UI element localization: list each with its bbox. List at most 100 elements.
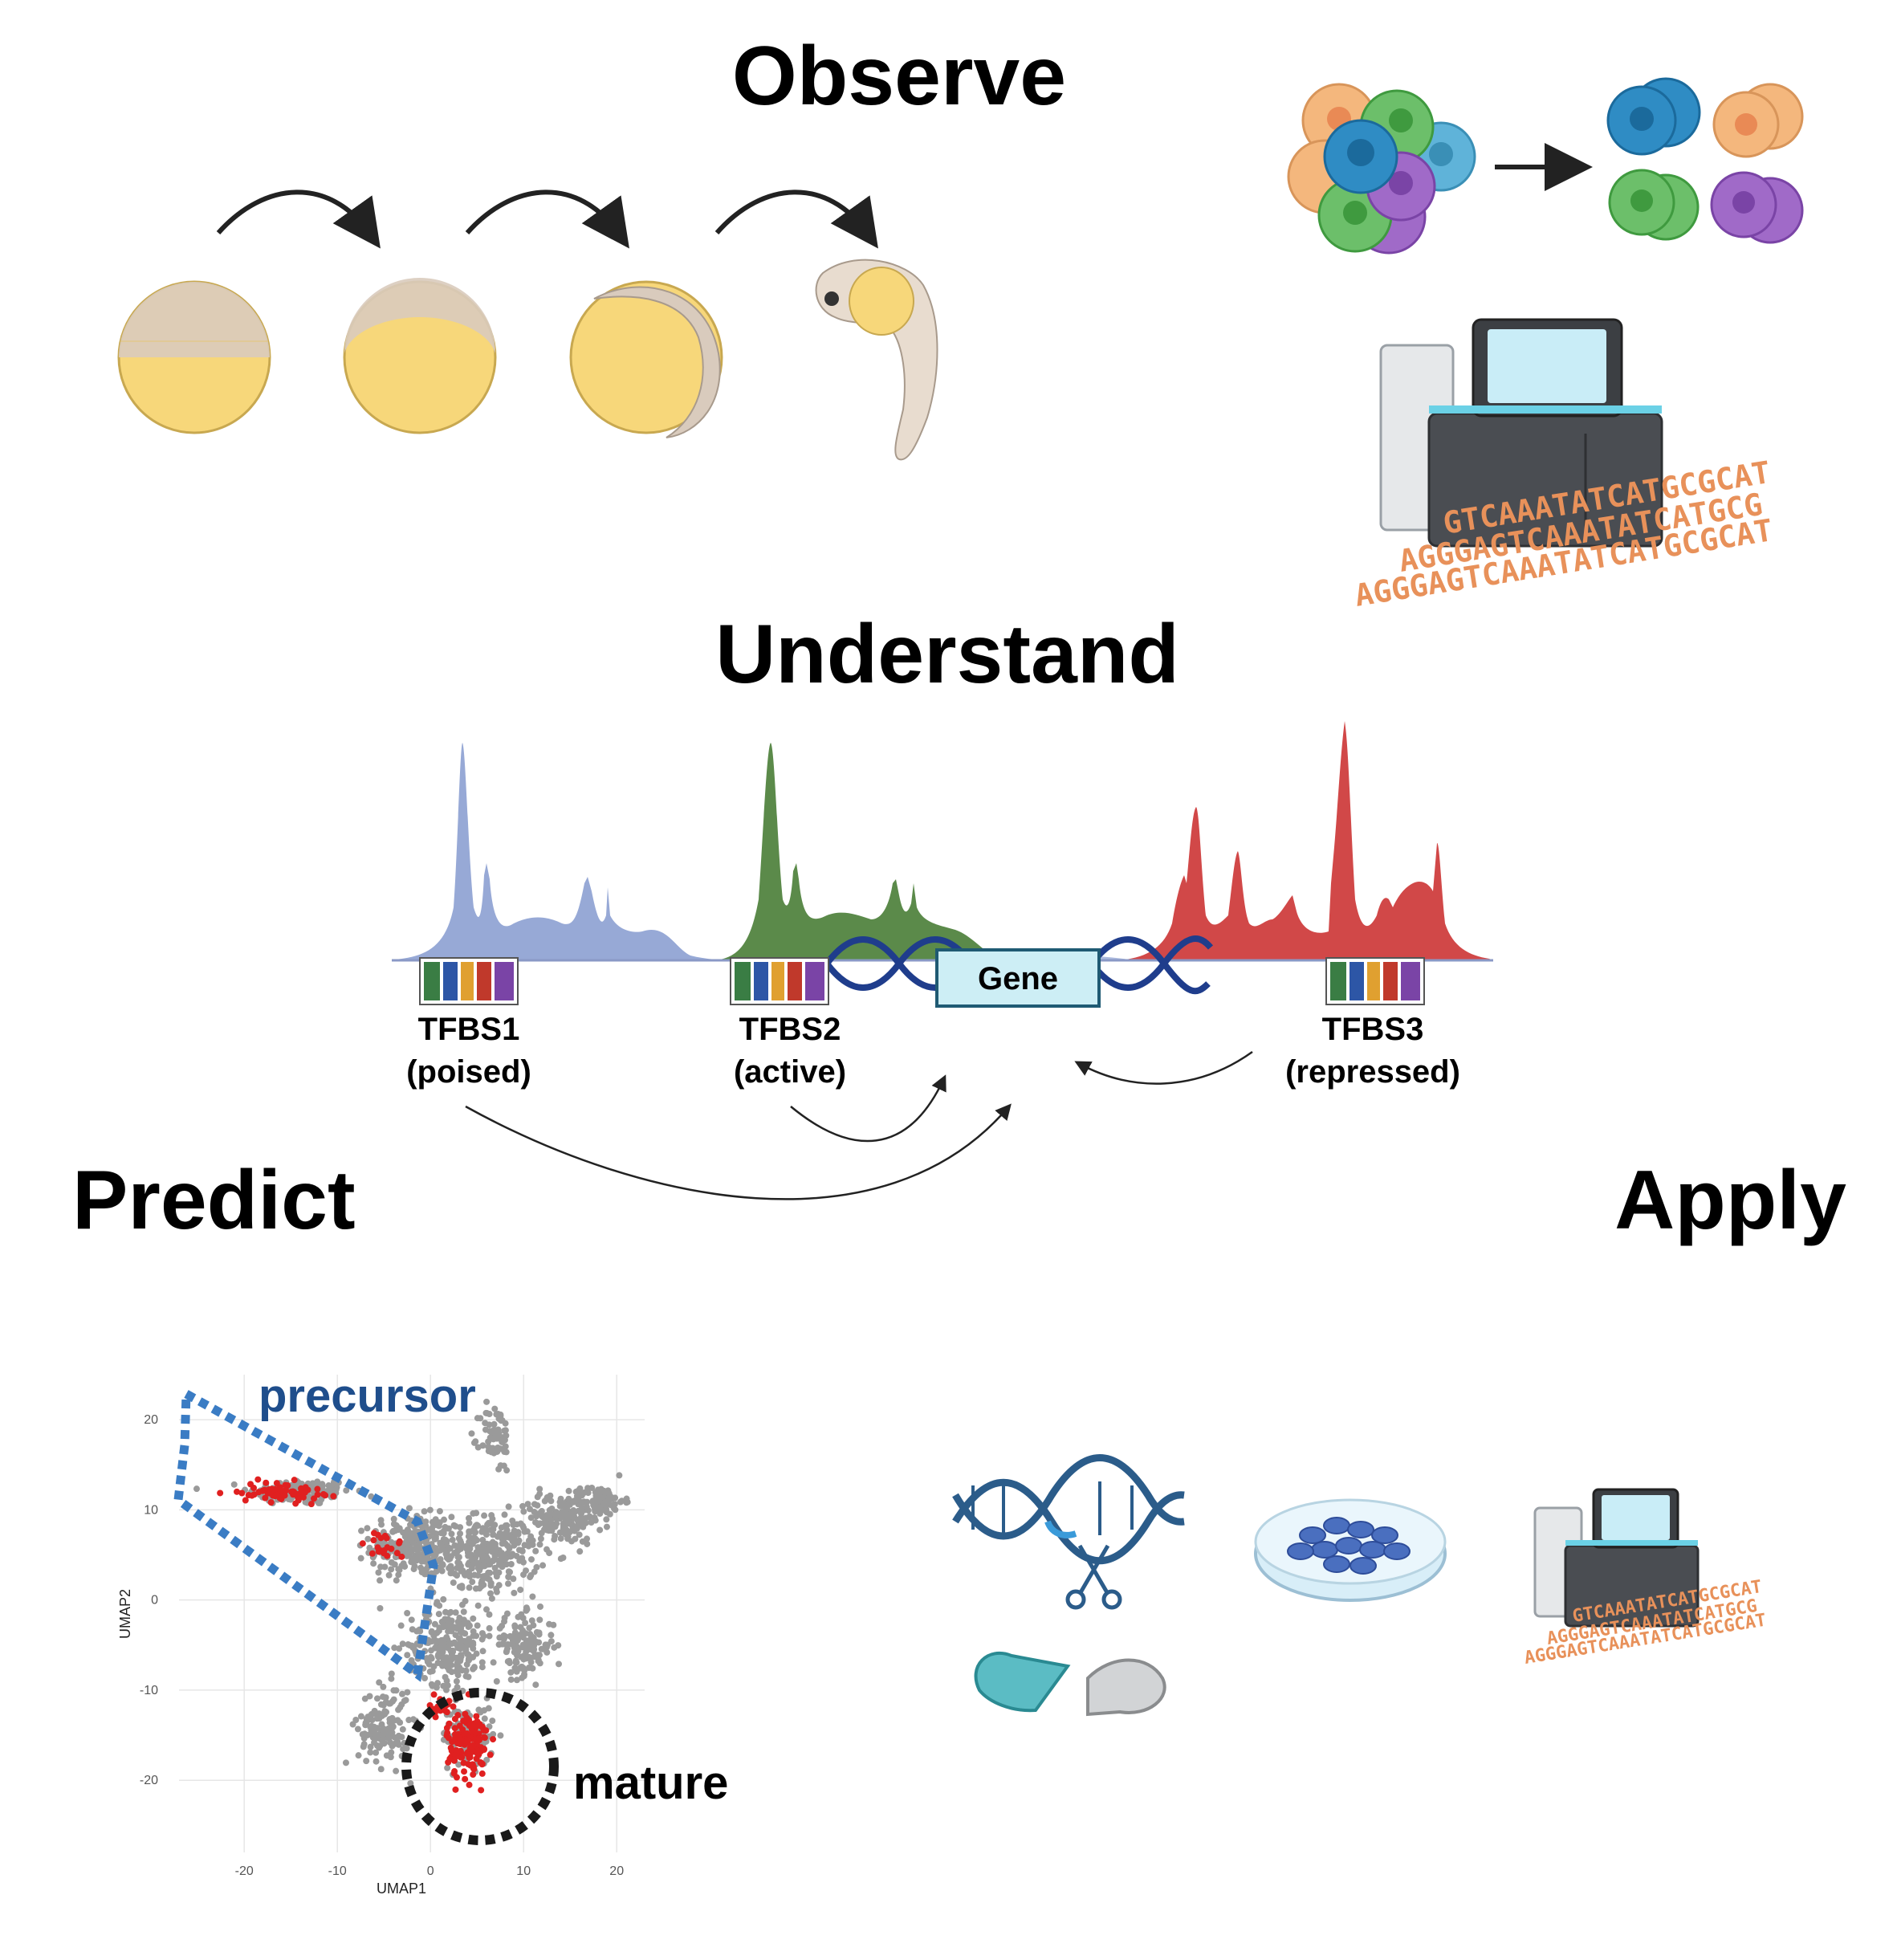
scatter-point xyxy=(474,1622,481,1629)
scatter-point xyxy=(470,1439,478,1446)
scatter-point xyxy=(486,1624,493,1632)
scatter-point xyxy=(452,1522,459,1530)
scatter-point xyxy=(385,1571,393,1579)
scatter-point xyxy=(502,1427,509,1434)
scatter-point xyxy=(395,1741,402,1748)
scatter-point xyxy=(388,1566,395,1573)
scatter-point xyxy=(451,1725,458,1732)
scatter-point xyxy=(482,1426,489,1433)
scatter-point xyxy=(519,1615,527,1622)
scatter-point xyxy=(381,1539,388,1546)
scatter-point xyxy=(286,1495,293,1502)
scatter-point xyxy=(577,1501,584,1508)
scatter-point xyxy=(535,1522,542,1529)
scatter-point xyxy=(515,1546,523,1554)
scatter-point xyxy=(234,1488,241,1495)
scatter-point xyxy=(417,1628,424,1635)
scatter-point xyxy=(453,1661,460,1669)
scatter-point xyxy=(381,1709,388,1717)
scatter-point xyxy=(477,1415,484,1422)
scatter-point xyxy=(536,1660,543,1667)
scatter-point xyxy=(485,1519,492,1526)
scatter-point xyxy=(266,1489,273,1497)
scatter-point xyxy=(406,1642,413,1649)
scatter-point xyxy=(515,1633,522,1640)
scatter-point xyxy=(368,1710,376,1718)
scatter-point xyxy=(527,1646,534,1653)
scatter-point xyxy=(474,1571,482,1579)
scatter-point xyxy=(505,1503,512,1510)
scatter-point xyxy=(488,1512,495,1519)
scatter-point xyxy=(519,1502,527,1510)
scatter-point xyxy=(592,1489,599,1496)
scatter-point xyxy=(297,1489,304,1497)
scatter-point xyxy=(446,1720,453,1727)
scatter-point xyxy=(380,1683,387,1690)
scatter-point xyxy=(489,1718,496,1725)
scatter-point xyxy=(470,1763,477,1771)
scatter-point xyxy=(478,1664,486,1671)
motif-logo-tfbs2 xyxy=(730,957,829,1005)
scatter-point xyxy=(379,1693,386,1701)
scatter-point xyxy=(358,1527,365,1534)
y-tick-label: 10 xyxy=(144,1503,158,1517)
scatter-point xyxy=(501,1618,508,1625)
scatter-point xyxy=(463,1650,470,1657)
scatter-point xyxy=(581,1520,588,1527)
scatter-point xyxy=(497,1732,504,1739)
scatter-point xyxy=(552,1523,559,1530)
scatter-point xyxy=(459,1726,466,1733)
scatter-point xyxy=(372,1749,380,1756)
scatter-point xyxy=(271,1485,279,1493)
scatter-point xyxy=(551,1644,558,1651)
scatter-point xyxy=(445,1644,452,1652)
umap-scatter-plot: -20 -10 0 10 20 -20 -10 0 10 20 UMAP1 UMAP2 precu… xyxy=(117,1370,728,1897)
scatter-point xyxy=(521,1667,528,1674)
scatter-point xyxy=(378,1721,385,1728)
scatter-point xyxy=(584,1535,591,1542)
scatter-point xyxy=(395,1571,402,1579)
scatter-point xyxy=(380,1738,387,1745)
scatter-point xyxy=(364,1525,371,1532)
scatter-point xyxy=(407,1779,414,1787)
tfbs2-name: TFBS2 xyxy=(739,1012,841,1047)
scatter-point xyxy=(462,1775,469,1783)
scatter-point xyxy=(555,1660,562,1668)
scatter-point xyxy=(422,1522,429,1530)
scatter-point xyxy=(494,1435,501,1442)
scatter-point xyxy=(391,1644,398,1652)
dna-scissors-icon xyxy=(952,1454,1185,1610)
scatter-point xyxy=(330,1493,337,1500)
scatter-point xyxy=(606,1510,613,1518)
scatter-point xyxy=(491,1556,498,1563)
scatter-point xyxy=(481,1734,488,1742)
cell-cluster-icon xyxy=(1287,77,1804,255)
scatter-point xyxy=(404,1689,411,1696)
scatter-point xyxy=(481,1715,488,1722)
scatter-point xyxy=(474,1735,482,1742)
scatter-point xyxy=(439,1661,446,1669)
scatter-point xyxy=(542,1516,549,1523)
scatter-point xyxy=(495,1445,502,1452)
scatter-point xyxy=(592,1498,600,1506)
scatter-point xyxy=(461,1768,468,1775)
scatter-point xyxy=(454,1564,461,1571)
scatter-point xyxy=(381,1563,389,1571)
scatter-point xyxy=(531,1501,538,1508)
scatter-point xyxy=(487,1579,495,1587)
scatter-point xyxy=(491,1405,499,1412)
scatter-point xyxy=(389,1723,397,1730)
scatter-point xyxy=(442,1608,450,1616)
scatter-point xyxy=(548,1632,555,1639)
scatter-point xyxy=(533,1513,540,1520)
scatter-point xyxy=(458,1737,466,1744)
scatter-point xyxy=(446,1545,454,1552)
scatter-point xyxy=(423,1566,430,1573)
scatter-point xyxy=(408,1616,415,1624)
scatter-point xyxy=(342,1759,349,1766)
scatter-point xyxy=(354,1726,361,1733)
scatter-point xyxy=(262,1494,269,1502)
scatter-point xyxy=(511,1624,519,1631)
scatter-point xyxy=(426,1701,434,1709)
